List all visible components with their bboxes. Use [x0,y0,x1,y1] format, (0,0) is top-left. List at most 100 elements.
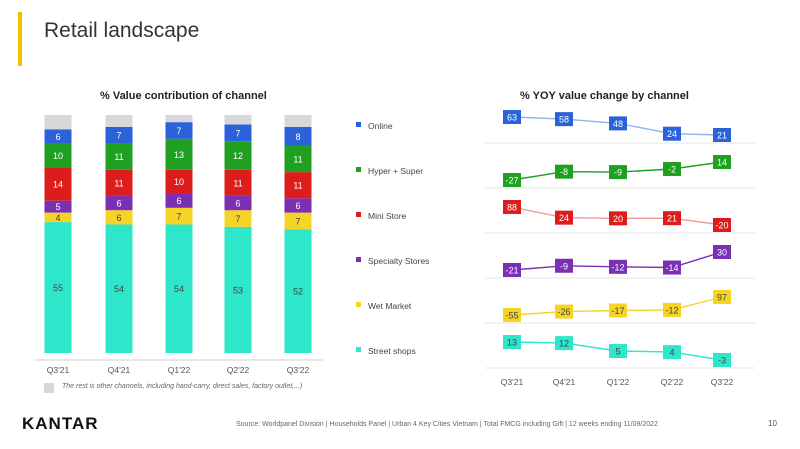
legend-label: Wet Market [368,301,412,311]
bar-segment-mini-store [165,169,193,194]
bar-segment-street-shops [165,224,193,353]
bar-value-label: 11 [233,178,242,188]
bar-value-label: 12 [233,151,243,161]
bar-segment-street-shops [224,226,252,353]
bar-segment-street-shops [105,224,133,353]
legend-swatch [356,212,361,217]
bar-value-label: 7 [235,214,240,224]
x-tick-label: Q3'22 [711,377,734,387]
data-point-label: 30 [717,248,727,258]
data-point-label: -55 [505,311,518,321]
data-point-box [609,211,627,226]
data-point-box [503,308,521,322]
bar-segment-wet-market [224,210,252,227]
data-point-label: -3 [718,356,726,366]
bar-value-label: 6 [55,132,60,142]
data-point-label: -12 [611,262,624,272]
data-point-label: 5 [615,347,620,357]
bar-segment-hyper-super [224,141,252,170]
data-point-label: -9 [614,168,622,178]
x-tick-label: Q3'21 [501,377,524,387]
x-tick-label: Q2'22 [227,365,250,375]
bar-value-label: 52 [293,287,303,297]
title-accent-bar [18,12,22,66]
data-point-box [503,263,521,277]
bar-value-label: 54 [174,284,184,294]
bar-value-label: 7 [176,212,181,222]
bar-value-label: 7 [116,131,121,141]
data-point-label: 12 [559,339,569,349]
slide-title: Retail landscape [44,19,200,42]
data-point-label: -26 [557,307,570,317]
data-point-label: 58 [559,115,569,125]
data-point-label: -8 [560,167,568,177]
bar-segment-online [224,124,252,142]
data-point-label: 14 [717,158,727,168]
bar-value-label: 55 [53,283,63,293]
bar-segment-specialty-stores [105,195,133,211]
data-point-box [609,344,627,358]
kantar-logo: KANTAR [22,414,99,433]
bar-value-label: 6 [235,199,240,209]
data-point-box [713,155,731,169]
data-point-label: -14 [665,263,678,273]
data-point-label: -9 [560,261,568,271]
data-point-box [503,200,521,214]
legend-swatch [356,302,361,307]
data-point-label: 20 [613,214,623,224]
x-tick-label: Q2'22 [661,377,684,387]
data-point-label: 24 [559,213,569,223]
bar-segment-specialty-stores [284,198,312,213]
data-point-label: 48 [613,119,623,129]
legend-swatch [356,257,361,262]
bar-value-label: 6 [116,213,121,223]
bar-segment-online [105,126,133,144]
data-point-label: -17 [611,306,624,316]
data-point-box [713,128,731,142]
data-point-box [663,126,681,141]
legend-label: Hyper + Super [368,166,423,176]
data-point-label: 21 [667,214,677,224]
bar-value-label: 7 [176,126,181,136]
legend-swatch [356,347,361,352]
bar-segment-hyper-super [105,143,133,170]
bar-segment-other-channels [224,115,252,125]
data-point-box [663,162,681,177]
data-point-box [609,165,627,180]
bar-segment-other-channels [165,115,193,123]
legend-swatch [356,122,361,127]
bar-segment-specialty-stores [224,195,252,211]
bar-segment-online [44,129,72,144]
bar-segment-mini-store [284,172,312,199]
data-point-label: 63 [507,113,517,123]
bar-value-label: 11 [293,181,302,191]
data-point-label: 24 [667,129,677,139]
data-point-label: 4 [669,348,674,358]
bar-segment-hyper-super [44,143,72,168]
legend-label: Mini Store [368,211,407,221]
data-point-box [713,290,731,304]
bar-segment-other-channels [105,115,133,127]
data-point-box [713,245,731,259]
legend-label: Specialty Stores [368,256,429,266]
x-tick-label: Q4'21 [108,365,131,375]
bar-value-label: 10 [174,177,184,187]
data-point-box [609,303,627,318]
footnote: The rest is other channels, including ha… [62,383,303,390]
data-point-box [663,211,681,226]
data-point-box [555,112,573,127]
bar-segment-hyper-super [284,145,312,173]
data-point-box [713,353,731,367]
bar-segment-wet-market [44,212,72,223]
data-point-box [663,260,681,275]
bar-segment-mini-store [105,169,133,196]
bar-segment-specialty-stores [165,193,193,208]
data-point-label: 13 [507,338,517,348]
bar-value-label: 5 [55,202,60,212]
x-tick-label: Q1'22 [168,365,191,375]
bar-value-label: 7 [235,128,240,138]
bar-segment-specialty-stores [44,200,72,213]
bar-segment-mini-store [44,167,72,201]
bar-segment-street-shops [284,229,312,353]
